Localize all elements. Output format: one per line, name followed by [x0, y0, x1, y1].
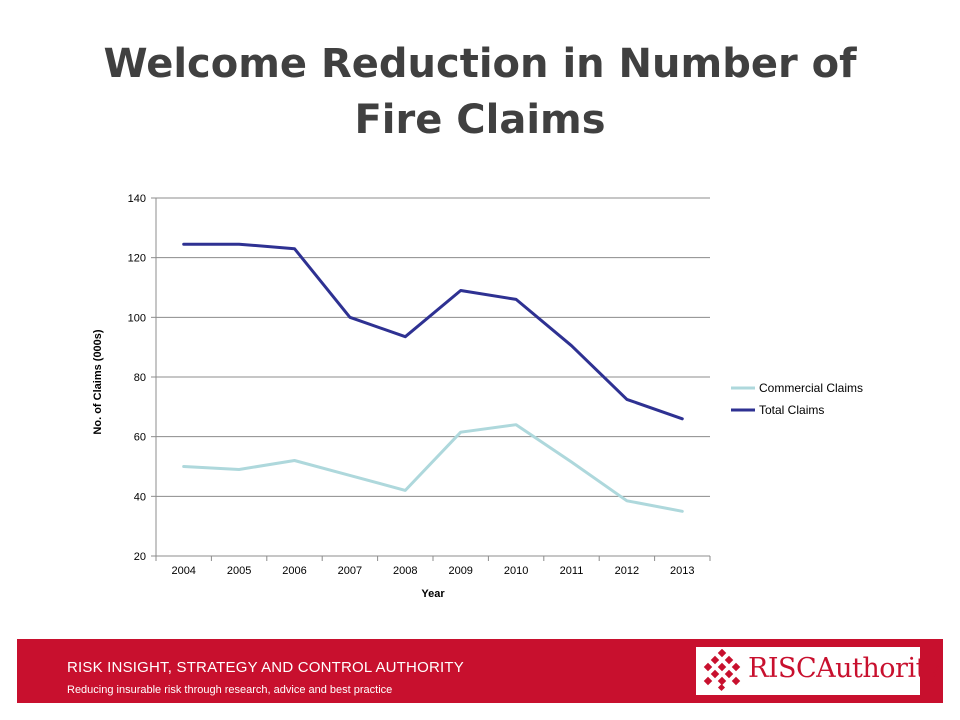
slide-title: Welcome Reduction in Number of Fire Clai… — [103, 41, 857, 143]
y-tick-label: 40 — [134, 491, 146, 503]
x-tick-label: 2006 — [282, 565, 306, 577]
diamond-pattern-icon — [703, 649, 741, 692]
y-axis-label: No. of Claims (000s) — [92, 329, 104, 434]
legend-label: Commercial Claims — [759, 381, 863, 395]
x-tick-label: 2004 — [171, 565, 195, 577]
series-line-total-claims — [182, 242, 684, 421]
y-tick-label: 100 — [128, 312, 146, 324]
axes — [151, 197, 711, 561]
y-tick-label: 120 — [128, 253, 146, 265]
y-tick-label: 80 — [134, 372, 146, 384]
x-tick-labels: 2004 2005 2006 2007 2008 2009 2010 2011 2012 2013 — [171, 565, 694, 577]
series-lines — [182, 242, 684, 513]
risc-authority-logo: RISCAuthority — [696, 647, 941, 695]
x-tick-label: 2013 — [670, 565, 694, 577]
y-tick-label: 20 — [134, 551, 146, 563]
x-tick-label: 2007 — [338, 565, 362, 577]
gridlines — [156, 197, 710, 497]
legend-label: Total Claims — [759, 403, 824, 417]
y-tick-label: 60 — [134, 432, 146, 444]
footer-organization-name: RISK INSIGHT, STRATEGY AND CONTROL AUTHO… — [67, 659, 464, 676]
x-tick-label: 2008 — [393, 565, 417, 577]
x-tick-label: 2011 — [560, 565, 584, 577]
logo-text: RISCAuthority — [748, 653, 941, 684]
footer-bar: RISK INSIGHT, STRATEGY AND CONTROL AUTHO… — [17, 639, 943, 703]
y-tick-labels: 20 40 60 80 100 120 140 — [128, 193, 146, 563]
x-axis-label: Year — [421, 588, 445, 600]
legend: Commercial Claims Total Claims — [731, 381, 863, 417]
x-tick-label: 2005 — [227, 565, 251, 577]
series-line-commercial-claims — [182, 423, 684, 513]
x-tick-label: 2010 — [504, 565, 528, 577]
x-tick-label: 2012 — [615, 565, 639, 577]
x-tick-label: 2009 — [448, 565, 472, 577]
footer-tagline: Reducing insurable risk through research… — [67, 684, 393, 696]
y-tick-label: 140 — [128, 193, 146, 205]
